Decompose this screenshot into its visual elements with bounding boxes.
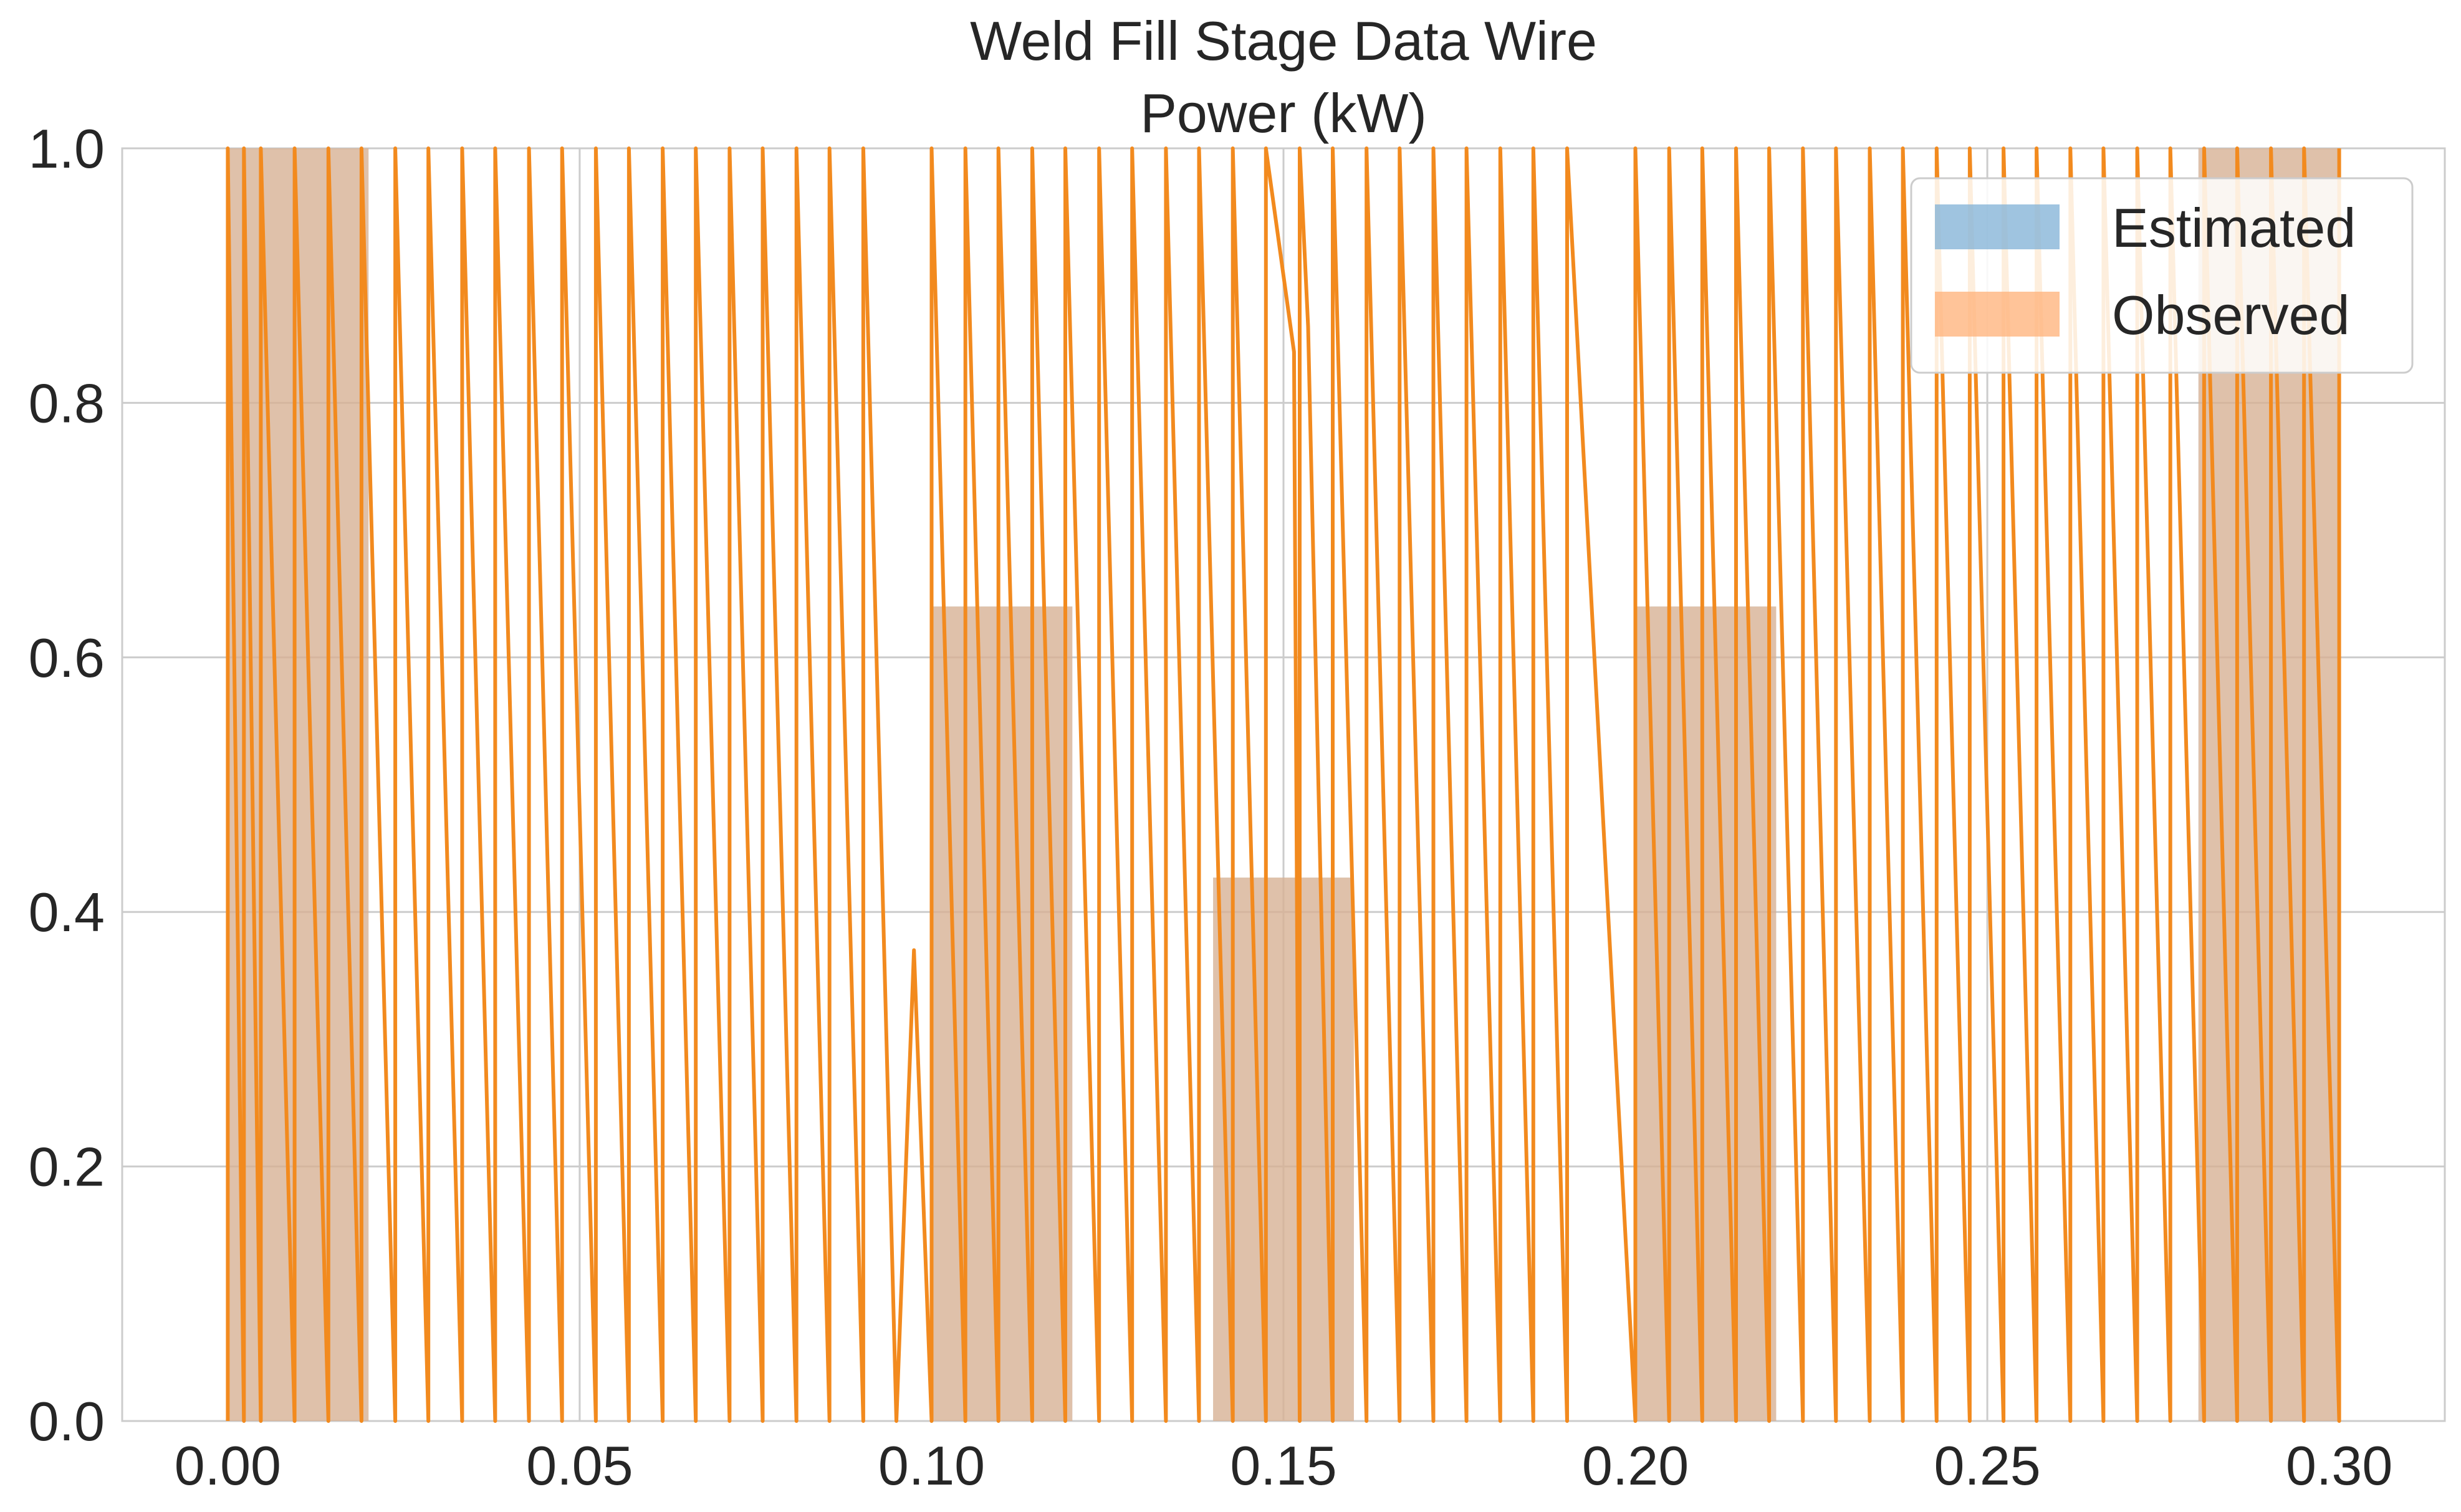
x-tick-label-2: 0.10 <box>878 1435 985 1496</box>
bar-observed-1 <box>931 606 1073 1421</box>
y-tick-label-4: 0.8 <box>29 372 105 434</box>
y-tick-label-0: 0.0 <box>29 1390 105 1452</box>
legend: Estimated Observed <box>1910 177 2414 374</box>
chart-title: Weld Fill Stage Data Wire <box>970 10 1597 72</box>
data-line <box>226 146 2341 1423</box>
legend-label-estimated: Estimated <box>2112 197 2356 259</box>
x-tick-label-3: 0.15 <box>1230 1435 1336 1496</box>
chart-subtitle: Power (kW) <box>1140 82 1427 144</box>
legend-swatch-estimated <box>1935 204 2060 249</box>
y-tick-label-2: 0.4 <box>29 881 105 943</box>
y-tick-label-1: 0.2 <box>29 1136 105 1198</box>
y-tick-label-5: 1.0 <box>29 118 105 179</box>
x-axis: 0.00 0.05 0.10 0.15 0.20 0.25 0.30 <box>175 1435 2393 1496</box>
x-tick-label-6: 0.30 <box>2286 1435 2392 1496</box>
x-tick-label-4: 0.20 <box>1582 1435 1689 1496</box>
legend-swatch-observed <box>1935 292 2060 337</box>
data-line-path <box>226 146 2341 1423</box>
legend-label-observed: Observed <box>2112 284 2350 346</box>
y-tick-label-3: 0.6 <box>29 627 105 689</box>
x-tick-label-0: 0.00 <box>175 1435 281 1496</box>
x-tick-label-5: 0.25 <box>1934 1435 2040 1496</box>
x-tick-label-1: 0.05 <box>526 1435 633 1496</box>
y-axis: 0.0 0.2 0.4 0.6 0.8 1.0 <box>29 118 105 1452</box>
